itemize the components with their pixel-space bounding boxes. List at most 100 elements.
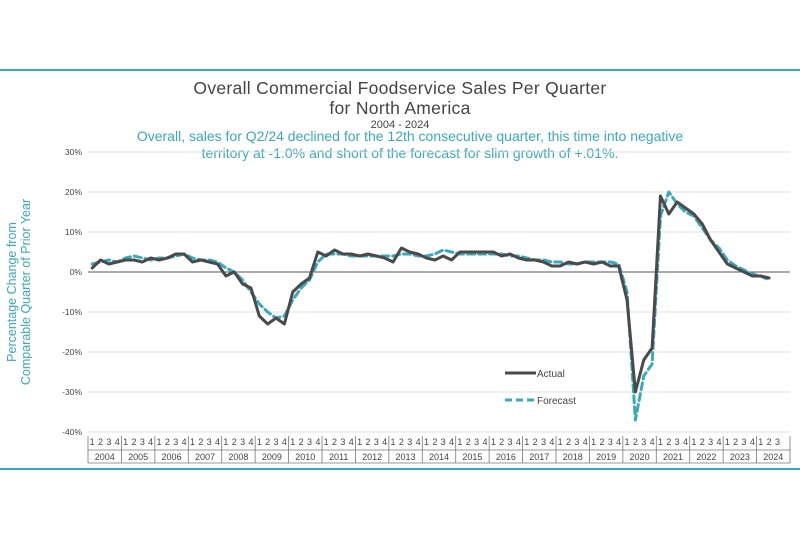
legend-label-actual: Actual xyxy=(537,369,565,380)
quarter-tick-label: 2 xyxy=(98,437,103,447)
quarter-tick-label: 4 xyxy=(482,437,487,447)
quarter-tick-label: 2 xyxy=(365,437,370,447)
chart-title: Overall Commercial Foodservice Sales Per… xyxy=(193,78,607,98)
y-axis-label-line-1: Percentage Change from xyxy=(5,222,19,362)
quarter-tick-label: 1 xyxy=(558,437,563,447)
y-tick-label: 0% xyxy=(70,267,83,277)
quarter-tick-label: 1 xyxy=(524,437,529,447)
quarter-tick-label: 2 xyxy=(767,437,772,447)
quarter-tick-label: 1 xyxy=(90,437,95,447)
quarter-tick-label: 4 xyxy=(115,437,120,447)
quarter-tick-label: 2 xyxy=(466,437,471,447)
quarter-tick-label: 2 xyxy=(232,437,237,447)
quarter-tick-label: 4 xyxy=(182,437,187,447)
quarter-tick-label: 4 xyxy=(516,437,521,447)
legend: Actual Forecast xyxy=(505,369,576,407)
quarter-tick-label: 4 xyxy=(583,437,588,447)
quarter-tick-label: 1 xyxy=(123,437,128,447)
quarter-tick-label: 4 xyxy=(416,437,421,447)
y-axis-label: Percentage Change from Comparable Quarte… xyxy=(5,199,32,385)
quarter-tick-label: 2 xyxy=(599,437,604,447)
quarter-tick-label: 3 xyxy=(775,437,780,447)
year-label: 2007 xyxy=(195,452,215,462)
quarter-tick-label: 3 xyxy=(742,437,747,447)
quarter-tick-label: 3 xyxy=(608,437,613,447)
quarter-tick-label: 1 xyxy=(658,437,663,447)
quarter-tick-label: 3 xyxy=(106,437,111,447)
year-label: 2023 xyxy=(730,452,750,462)
year-label: 2011 xyxy=(329,452,348,462)
quarter-tick-label: 2 xyxy=(499,437,504,447)
year-label: 2013 xyxy=(396,452,416,462)
year-label: 2015 xyxy=(462,452,482,462)
quarter-tick-label: 1 xyxy=(190,437,195,447)
series-line-forecast xyxy=(90,190,771,422)
y-tick-label: 30% xyxy=(65,147,82,157)
quarter-tick-label: 4 xyxy=(349,437,354,447)
quarter-tick-label: 4 xyxy=(315,437,320,447)
quarter-tick-label: 3 xyxy=(708,437,713,447)
quarter-tick-label: 3 xyxy=(307,437,312,447)
year-label: 2016 xyxy=(496,452,516,462)
quarter-tick-label: 2 xyxy=(700,437,705,447)
quarter-tick-label: 3 xyxy=(675,437,680,447)
quarter-tick-label: 4 xyxy=(449,437,454,447)
quarter-tick-label: 2 xyxy=(265,437,270,447)
series-lines xyxy=(90,190,771,422)
y-tick-label: -10% xyxy=(62,307,82,317)
quarter-tick-label: 3 xyxy=(574,437,579,447)
quarter-tick-label: 2 xyxy=(332,437,337,447)
quarter-tick-label: 3 xyxy=(173,437,178,447)
quarter-tick-label: 4 xyxy=(248,437,253,447)
quarter-tick-label: 2 xyxy=(432,437,437,447)
quarter-tick-label: 2 xyxy=(198,437,203,447)
quarter-tick-label: 1 xyxy=(357,437,362,447)
quarter-tick-label: 1 xyxy=(223,437,228,447)
y-gridlines xyxy=(88,151,790,433)
annotation-line-2: territory at -1.0% and short of the fore… xyxy=(201,145,619,161)
annotation-line-1: Overall, sales for Q2/24 declined for th… xyxy=(136,128,684,144)
series-line-actual xyxy=(90,194,771,394)
quarter-tick-label: 1 xyxy=(758,437,763,447)
quarter-tick-label: 4 xyxy=(650,437,655,447)
quarter-tick-label: 1 xyxy=(725,437,730,447)
y-axis-label-line-2: Comparable Quarter of Prior Year xyxy=(19,199,32,385)
quarter-tick-label: 3 xyxy=(240,437,245,447)
quarter-tick-label: 1 xyxy=(391,437,396,447)
quarter-tick-label: 1 xyxy=(591,437,596,447)
quarter-tick-label: 2 xyxy=(299,437,304,447)
chart-annotation: Overall, sales for Q2/24 declined for th… xyxy=(60,128,760,162)
year-label: 2020 xyxy=(630,452,650,462)
quarter-tick-label: 2 xyxy=(533,437,538,447)
chart-title-block: Overall Commercial Foodservice Sales Per… xyxy=(0,78,800,132)
chart-subtitle: 2004 - 2024 xyxy=(370,119,430,131)
quarter-tick-label: 4 xyxy=(750,437,755,447)
quarter-tick-label: 1 xyxy=(691,437,696,447)
year-label: 2014 xyxy=(429,452,449,462)
quarter-tick-label: 2 xyxy=(666,437,671,447)
top-divider xyxy=(0,69,800,71)
quarter-tick-label: 3 xyxy=(207,437,212,447)
quarter-tick-label: 2 xyxy=(399,437,404,447)
year-label: 2022 xyxy=(696,452,716,462)
quarter-tick-label: 2 xyxy=(633,437,638,447)
quarter-tick-label: 3 xyxy=(340,437,345,447)
year-label: 2010 xyxy=(295,452,315,462)
year-label: 2005 xyxy=(128,452,148,462)
y-tick-label: -20% xyxy=(62,347,82,357)
quarter-tick-label: 4 xyxy=(282,437,287,447)
quarter-tick-label: 3 xyxy=(508,437,513,447)
year-label: 2008 xyxy=(228,452,248,462)
year-label: 2012 xyxy=(362,452,382,462)
quarter-tick-label: 1 xyxy=(457,437,462,447)
quarter-tick-label: 3 xyxy=(140,437,145,447)
year-label: 2004 xyxy=(95,452,115,462)
quarter-tick-label: 3 xyxy=(274,437,279,447)
quarter-tick-label: 4 xyxy=(549,437,554,447)
quarter-tick-label: 1 xyxy=(290,437,295,447)
quarter-tick-label: 1 xyxy=(424,437,429,447)
year-label: 2006 xyxy=(162,452,182,462)
year-label: 2009 xyxy=(262,452,282,462)
quarter-tick-label: 4 xyxy=(215,437,220,447)
